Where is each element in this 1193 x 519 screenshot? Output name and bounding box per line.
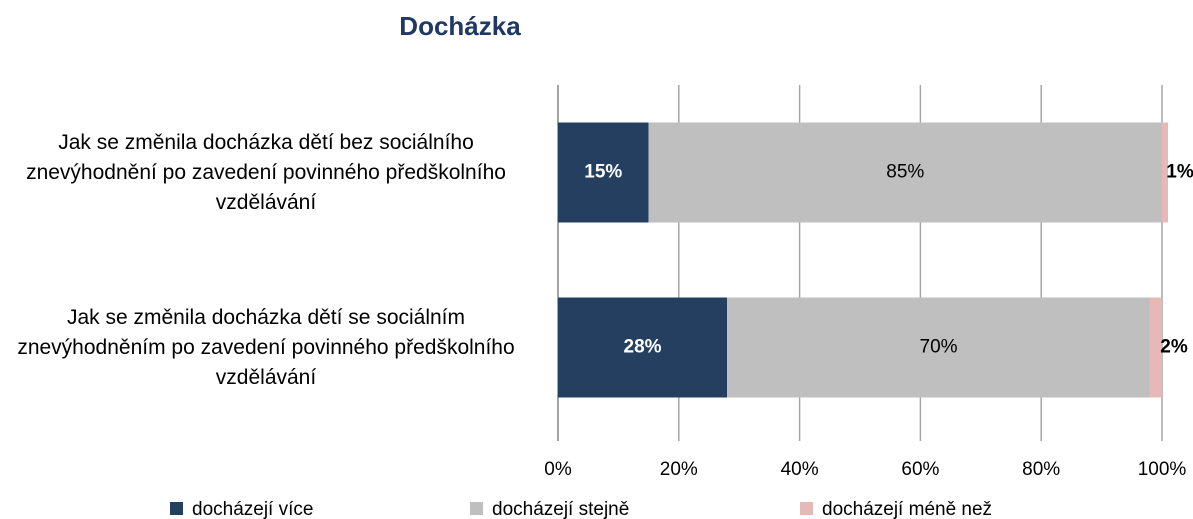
- data-label: 15%: [584, 162, 622, 183]
- bar-segment: [648, 122, 1162, 223]
- x-tick-label: 60%: [901, 459, 939, 480]
- x-tick-label: 100%: [1138, 459, 1187, 480]
- bar-segment: [558, 297, 728, 398]
- legend-swatch: [470, 502, 483, 515]
- data-label: 85%: [886, 162, 924, 183]
- x-tick-label: 80%: [1022, 459, 1060, 480]
- y-tick-label: Jak se změnila docházka dětí bez sociáln…: [26, 130, 506, 214]
- legend-swatch: [170, 502, 183, 515]
- bar-segment: [1149, 297, 1162, 398]
- data-label: 2%: [1160, 337, 1188, 358]
- bar-segment: [727, 297, 1150, 398]
- bar-segment: [558, 122, 649, 223]
- data-label: 1%: [1166, 162, 1193, 183]
- bar-segment: [1162, 122, 1169, 223]
- chart-title: Docházka: [399, 11, 521, 41]
- data-label: 70%: [920, 337, 958, 358]
- x-tick-label: 0%: [544, 459, 572, 480]
- data-label: 28%: [624, 337, 662, 358]
- y-tick-label: Jak se změnila docházka dětí se sociální…: [17, 305, 515, 389]
- legend-swatch: [800, 502, 813, 515]
- x-tick-label: 20%: [660, 459, 698, 480]
- legend-label: docházejí více: [192, 499, 313, 519]
- legend-label: docházejí stejně: [492, 499, 629, 519]
- x-tick-label: 40%: [781, 459, 819, 480]
- legend-label: docházejí méně než: [822, 499, 992, 519]
